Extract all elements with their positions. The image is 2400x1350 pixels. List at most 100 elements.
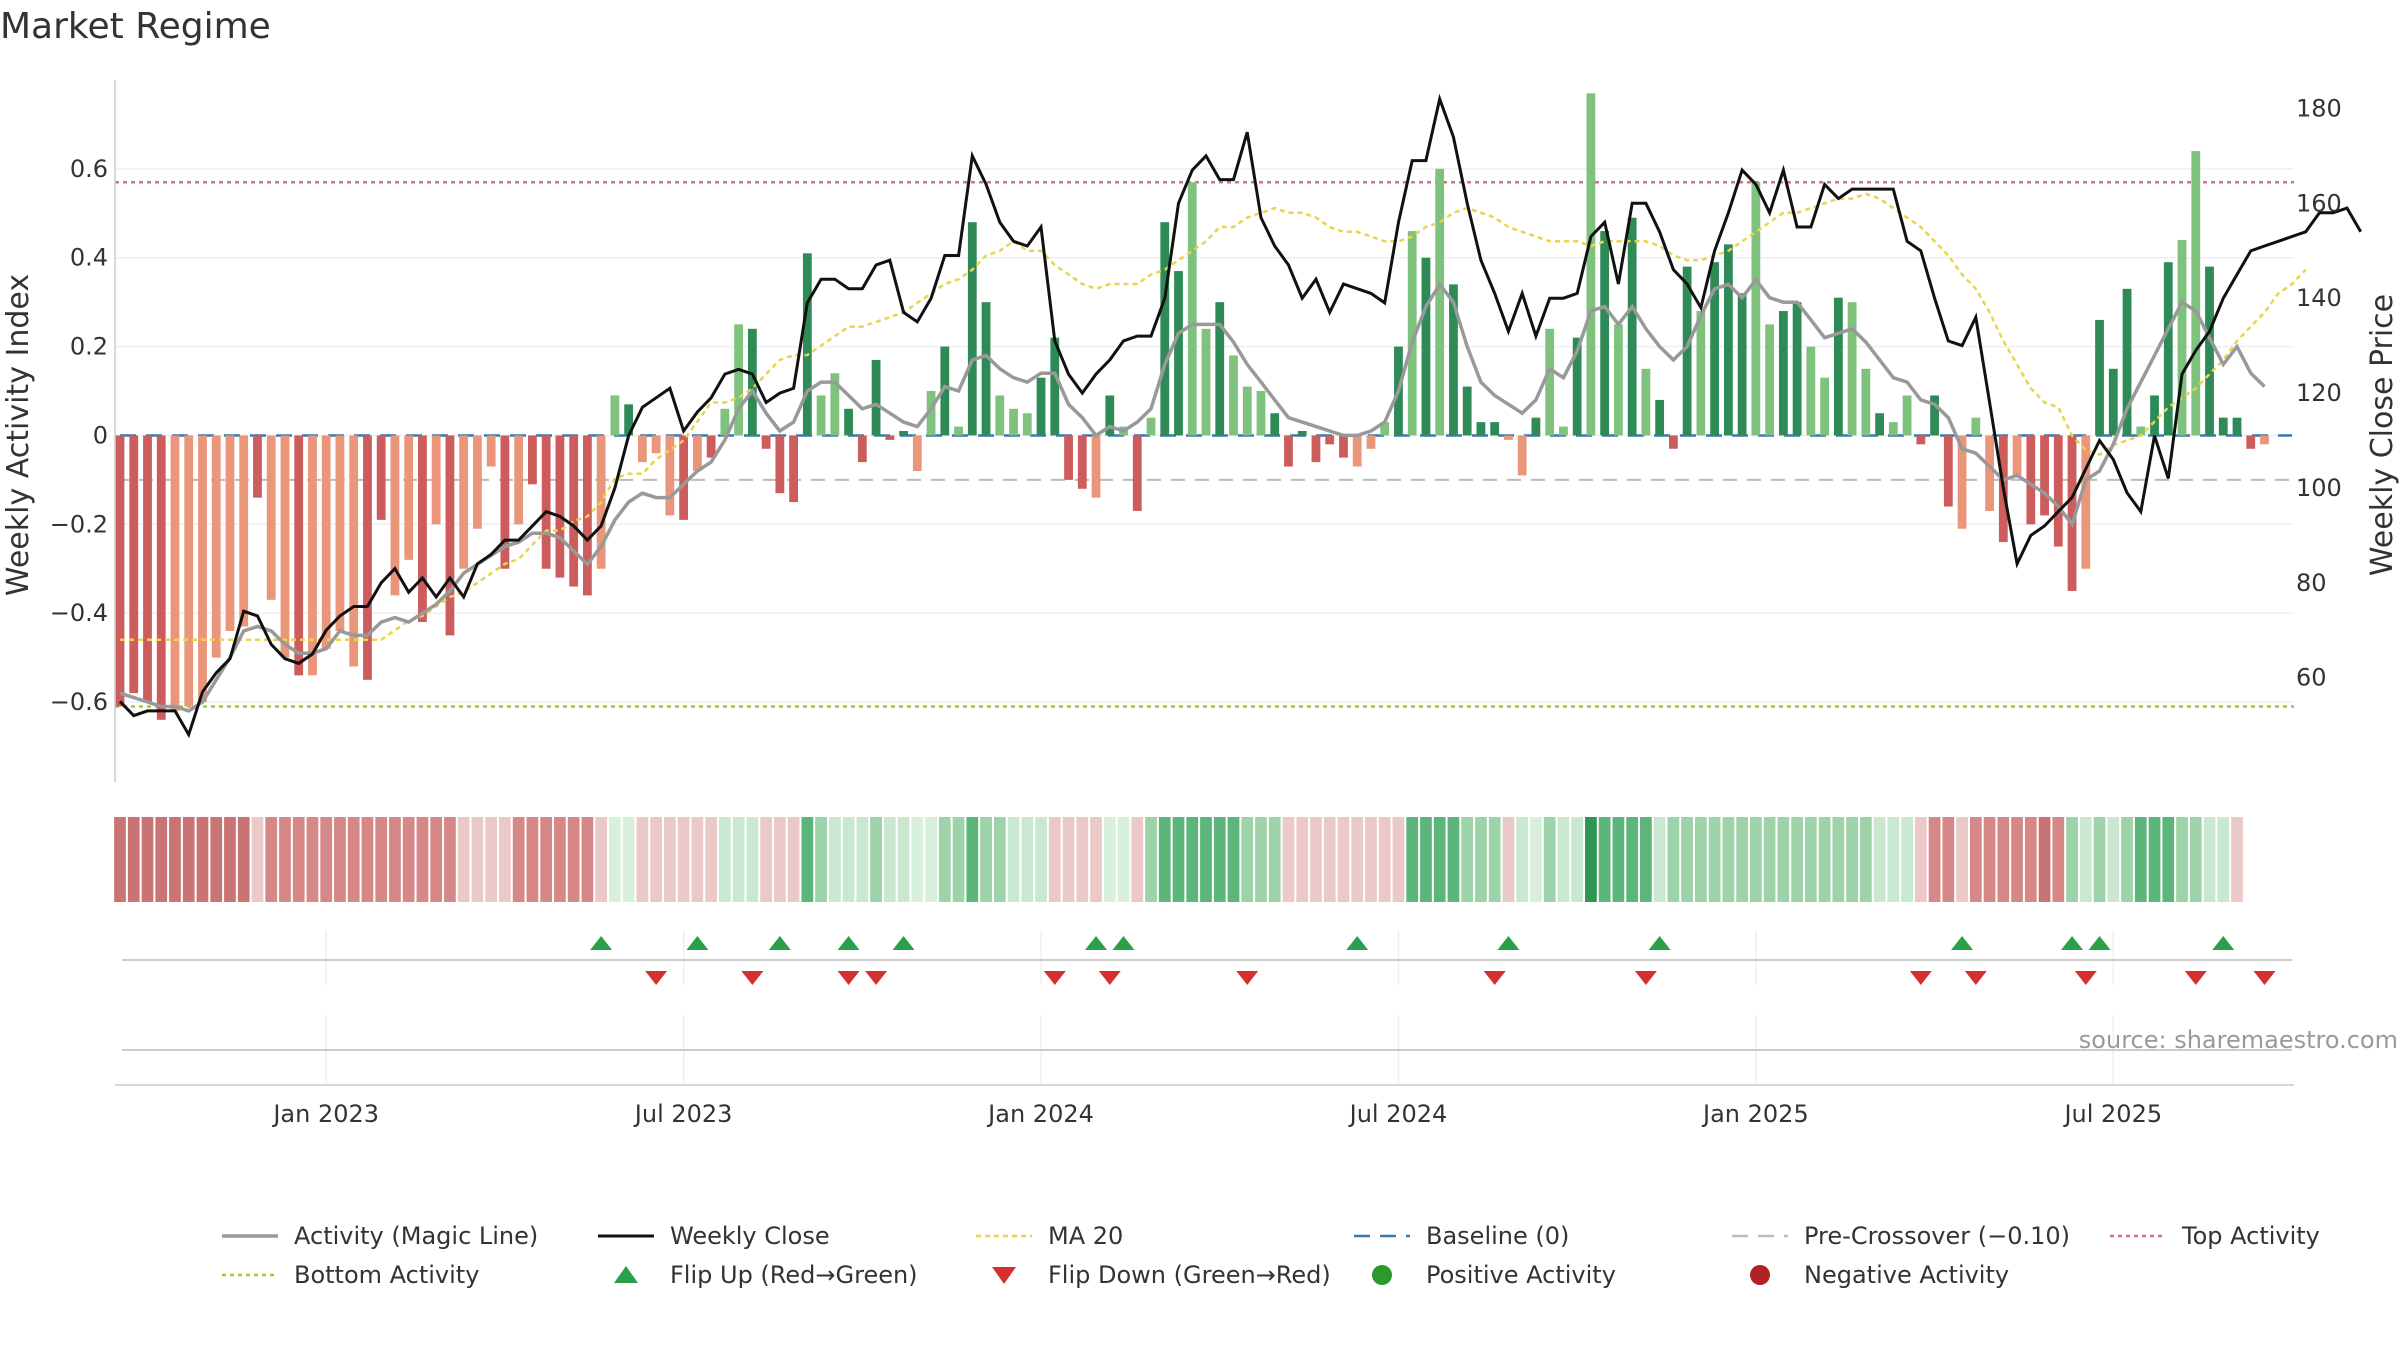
activity-bar <box>679 435 689 520</box>
flip-down-marker <box>865 971 888 985</box>
weekly-close-line <box>118 93 2362 739</box>
regime-cell <box>1873 817 1886 902</box>
flip-up-marker <box>2061 936 2084 950</box>
activity-bar <box>1050 337 1060 436</box>
activity-bar <box>1641 368 1651 436</box>
regime-cell <box>1186 817 1199 902</box>
regime-cell <box>773 817 786 902</box>
regime-cell <box>402 817 415 902</box>
regime-cell <box>1928 817 1941 902</box>
activity-bar <box>404 435 414 560</box>
flip-up-marker <box>1951 936 1974 950</box>
activity-bar <box>1490 422 1500 436</box>
regime-cell <box>760 817 772 902</box>
activity-bar <box>995 395 1005 436</box>
activity-bar <box>280 435 290 658</box>
regime-cell <box>828 817 841 902</box>
activity-bar <box>239 435 249 627</box>
activity-bar <box>2218 417 2228 436</box>
right-tick-label: 140 <box>2296 284 2342 312</box>
activity-bar <box>1476 422 1486 436</box>
activity-bar <box>376 435 386 520</box>
activity-bar <box>1462 386 1472 436</box>
activity-bar <box>1201 328 1211 436</box>
legend-label: MA 20 <box>1048 1222 1123 1250</box>
regime-cell <box>1200 817 1212 902</box>
flip-markers <box>590 936 2276 985</box>
regime-cell <box>1736 817 1748 902</box>
legend-label: Bottom Activity <box>294 1261 479 1289</box>
regime-cell <box>471 817 484 902</box>
regime-cell <box>1585 817 1597 902</box>
regime-cell <box>1035 817 1047 902</box>
activity-bar <box>225 435 235 631</box>
activity-bar <box>2040 435 2049 516</box>
regime-cell <box>155 817 168 902</box>
regime-cell <box>966 817 979 902</box>
activity-bar <box>184 435 194 707</box>
regime-cell <box>554 817 566 902</box>
regime-cell <box>279 817 291 902</box>
regime-cell <box>1516 817 1529 902</box>
activity-bar <box>1504 435 1513 440</box>
activity-bar <box>500 435 510 569</box>
regime-cell <box>2038 817 2051 902</box>
regime-cell <box>1502 817 1515 902</box>
activity-bars <box>115 93 2269 720</box>
activity-bar <box>1723 244 1733 436</box>
regime-cell <box>664 817 676 902</box>
activity-bar <box>294 435 304 676</box>
activity-bar <box>1009 408 1018 436</box>
left-tick-label: 0.4 <box>70 244 108 272</box>
flip-down-marker <box>1483 971 1506 985</box>
right-tick-label: 180 <box>2296 94 2342 122</box>
legend-swatch <box>992 1267 1016 1284</box>
flip-up-marker <box>1346 936 1369 950</box>
legend-item: Weekly Close <box>598 1222 830 1250</box>
flip-up-marker <box>1648 936 1671 950</box>
flip-up-marker <box>590 936 613 950</box>
flip-down-marker <box>1236 971 1259 985</box>
regime-cell <box>182 817 195 902</box>
activity-bar <box>211 435 221 658</box>
regime-cell <box>815 817 827 902</box>
regime-cell <box>705 817 717 902</box>
regime-cell <box>2066 817 2078 902</box>
activity-bar <box>363 435 372 680</box>
regime-cell <box>2203 817 2216 902</box>
activity-bar <box>486 435 496 467</box>
legend-item: Top Activity <box>2110 1222 2320 1250</box>
regime-cell <box>1695 817 1707 902</box>
left-tick-label: 0.2 <box>70 333 108 361</box>
reference-lines <box>115 180 2294 708</box>
activity-bar <box>692 435 702 471</box>
activity-bar <box>1572 337 1582 436</box>
regime-cell <box>1447 817 1460 902</box>
legend-item: Baseline (0) <box>1354 1222 1569 1250</box>
legend-label: Pre-Crossover (−0.10) <box>1804 1222 2070 1250</box>
flip-up-marker <box>2212 936 2235 950</box>
regime-cell <box>127 817 140 902</box>
regime-cell <box>870 817 882 902</box>
regime-cell <box>196 817 209 902</box>
activity-bar <box>775 435 785 494</box>
right-axis-ticks: 180 160 140 120 100 80 60 <box>2296 94 2342 691</box>
regime-cell <box>1475 817 1487 902</box>
activity-bar <box>1297 431 1307 436</box>
activity-bar <box>1806 346 1816 436</box>
left-tick-label: −0.6 <box>50 688 108 716</box>
activity-bar <box>555 435 565 578</box>
activity-bar <box>637 435 647 463</box>
activity-bar <box>1545 328 1555 436</box>
regime-cell <box>306 817 319 902</box>
activity-bar <box>1146 417 1156 436</box>
activity-bar <box>1696 311 1706 436</box>
regime-cell <box>1956 817 1968 902</box>
activity-bar <box>1105 395 1115 436</box>
regime-cell <box>1969 817 1982 902</box>
activity-bar <box>1792 302 1802 436</box>
regime-cell <box>1791 817 1803 902</box>
regime-cell <box>1750 817 1762 902</box>
activity-bar <box>1614 324 1623 436</box>
